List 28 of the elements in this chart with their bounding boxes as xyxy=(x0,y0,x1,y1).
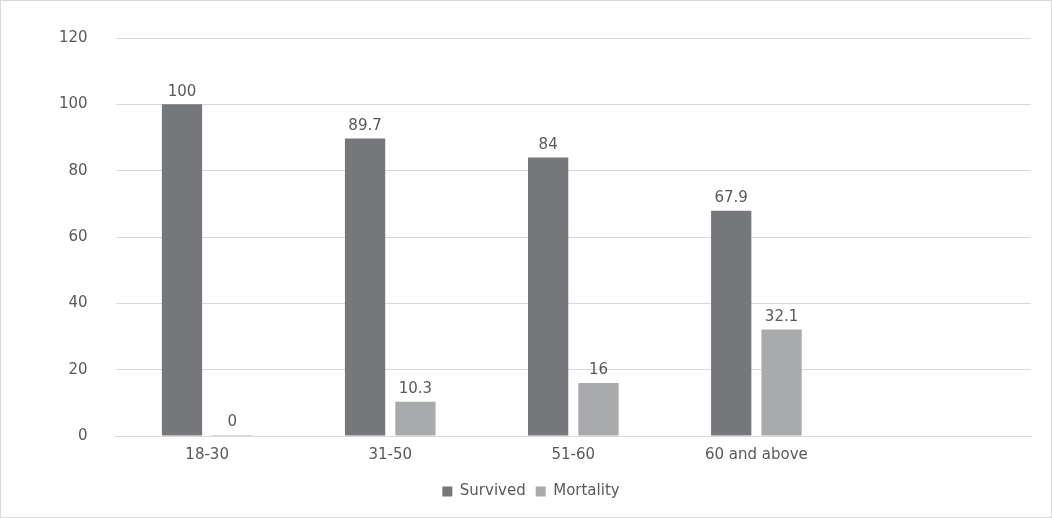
data-label: 67.9 xyxy=(714,188,748,207)
y-tick-label: 40 xyxy=(68,293,88,312)
bar xyxy=(578,382,619,436)
data-label: 100 xyxy=(167,81,197,100)
y-tick-label: 100 xyxy=(58,94,88,113)
bar xyxy=(528,157,569,436)
bar xyxy=(344,138,386,436)
data-label: 10.3 xyxy=(398,379,433,398)
x-tick-label: 31-50 xyxy=(368,444,413,463)
bar xyxy=(395,401,436,436)
data-label: 32.1 xyxy=(764,306,799,325)
legend-label: Mortality xyxy=(553,481,620,500)
y-tick-label: 120 xyxy=(58,27,88,46)
data-label: 84 xyxy=(538,134,558,153)
data-label: 89.7 xyxy=(348,115,382,134)
y-tick-label: 20 xyxy=(68,359,88,378)
legend-label: Survived xyxy=(459,481,526,500)
y-tick-label: 0 xyxy=(78,425,88,444)
y-tick-label: 80 xyxy=(68,160,88,179)
data-label: 0 xyxy=(227,412,238,431)
x-tick-label: 51-60 xyxy=(551,444,596,463)
x-tick-label: 18-30 xyxy=(185,444,229,463)
bar xyxy=(161,104,203,436)
data-label: 16 xyxy=(588,360,609,379)
bar xyxy=(711,210,752,436)
y-tick-label: 60 xyxy=(68,226,88,245)
x-tick-label: 60 and above xyxy=(704,444,808,463)
bar xyxy=(761,329,802,436)
